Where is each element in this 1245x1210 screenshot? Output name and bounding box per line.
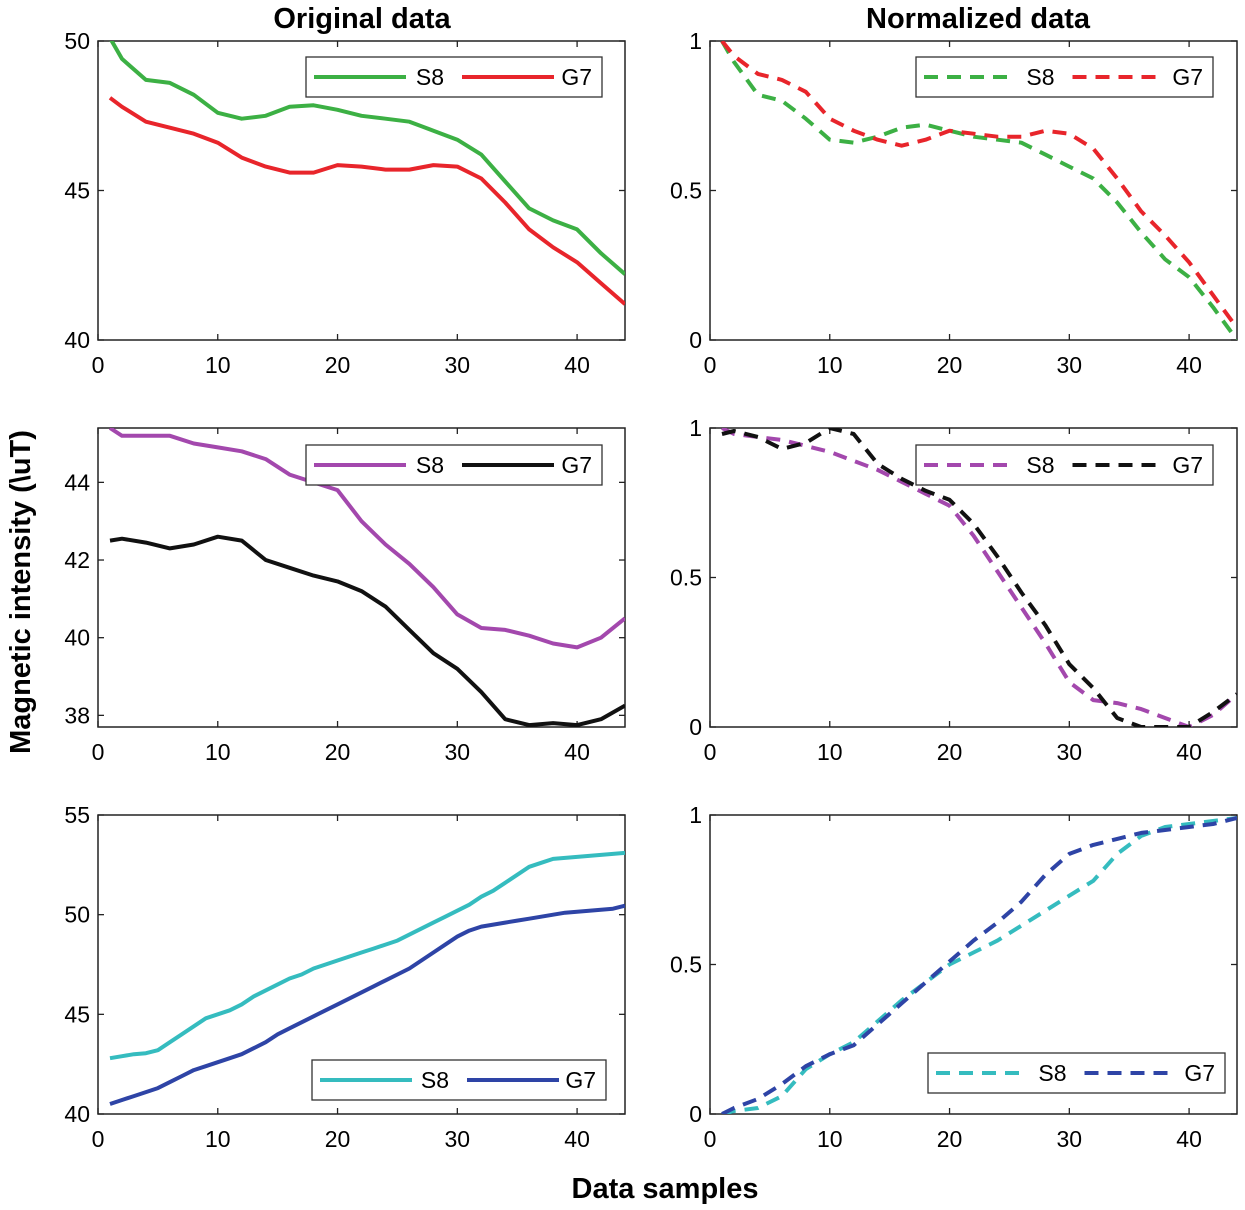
x-tick-label: 10 (817, 1126, 843, 1152)
x-tick-label: 0 (704, 1126, 717, 1152)
x-tick-label: 20 (937, 739, 963, 765)
legend: S8 G7 (311, 1059, 607, 1101)
legend-label-g7: G7 (565, 1067, 596, 1093)
series-line-s8 (109, 41, 625, 276)
series-line-s8 (720, 41, 1237, 340)
x-tick-label: 20 (937, 352, 963, 378)
legend-label-s8: S8 (416, 64, 444, 90)
x-tick-label: 0 (92, 1126, 105, 1152)
legend-label-g7: G7 (561, 452, 592, 478)
panel-bottom-right: 0 10 20 30 40 0 0.5 1 S8 G7 (670, 802, 1238, 1152)
x-tick-label: 30 (445, 739, 471, 765)
legend-label-g7: G7 (1172, 452, 1203, 478)
column-title-original: Original data (273, 3, 451, 35)
series-line-s8 (109, 850, 625, 1061)
x-tick-label: 40 (1176, 1126, 1202, 1152)
x-tick-label: 10 (817, 352, 843, 378)
series-line-g7 (721, 816, 1237, 1114)
x-tick-label: 20 (325, 1126, 351, 1152)
x-tick-label: 40 (564, 352, 590, 378)
legend: S8 G7 (305, 56, 603, 98)
series-line-g7 (721, 428, 1237, 727)
series-line-g7 (720, 41, 1237, 330)
series-line-g7 (109, 534, 625, 727)
legend-label-s8: S8 (421, 1067, 449, 1093)
series-line-g7 (109, 903, 625, 1106)
legend-label-s8: S8 (416, 452, 444, 478)
panel-middle-left: 0 10 20 30 40 38 40 42 44 S8 G7 (64, 427, 626, 765)
legend: S8 G7 (915, 444, 1214, 486)
y-tick-label: 45 (64, 1001, 90, 1027)
y-tick-label: 0 (689, 714, 702, 740)
y-tick-label: 0.5 (670, 178, 702, 204)
y-tick-label: 42 (64, 547, 90, 573)
y-tick-label: 50 (64, 902, 90, 928)
legend-label-g7: G7 (1184, 1060, 1215, 1086)
y-tick-label: 0.5 (670, 952, 702, 978)
legend-label-s8: S8 (1038, 1060, 1066, 1086)
y-tick-label: 1 (689, 28, 702, 54)
x-tick-label: 30 (445, 1126, 471, 1152)
legend-label-g7: G7 (1172, 64, 1203, 90)
legend-label-s8: S8 (1026, 64, 1054, 90)
x-tick-label: 0 (704, 352, 717, 378)
legend-box (915, 444, 1214, 486)
x-tick-label: 10 (205, 739, 231, 765)
legend-label-s8: S8 (1026, 452, 1054, 478)
x-tick-label: 10 (205, 1126, 231, 1152)
x-tick-label: 30 (1057, 352, 1083, 378)
x-tick-label: 0 (704, 739, 717, 765)
y-tick-label: 45 (64, 178, 90, 204)
y-tick-label: 40 (64, 327, 90, 353)
y-tick-label: 1 (689, 802, 702, 828)
series-line-s8 (108, 428, 625, 650)
x-tick-label: 0 (92, 739, 105, 765)
legend-box (915, 56, 1214, 98)
x-axis-label: Data samples (572, 1173, 759, 1205)
y-tick-label: 40 (64, 625, 90, 651)
y-tick-label: 50 (64, 28, 90, 54)
y-tick-label: 55 (64, 802, 90, 828)
y-tick-label: 0 (689, 327, 702, 353)
x-tick-label: 40 (564, 739, 590, 765)
y-tick-label: 44 (64, 469, 90, 495)
x-tick-label: 10 (205, 352, 231, 378)
column-title-normalized: Normalized data (866, 3, 1091, 35)
panel-bottom-left: 0 10 20 30 40 40 45 50 55 S8 G7 (64, 802, 626, 1152)
legend-box (927, 1052, 1226, 1094)
y-tick-label: 1 (689, 415, 702, 441)
series-line-g7 (108, 96, 625, 306)
x-tick-label: 30 (445, 352, 471, 378)
legend-label-g7: G7 (561, 64, 592, 90)
y-tick-label: 38 (64, 702, 90, 728)
panel-middle-right: 0 10 20 30 40 0 0.5 1 S8 G7 (670, 415, 1238, 765)
y-tick-label: 0 (689, 1101, 702, 1127)
y-axis-label: Magnetic intensity (\uT) (5, 430, 37, 754)
legend: S8 G7 (915, 56, 1214, 98)
x-tick-label: 40 (1176, 352, 1202, 378)
y-tick-label: 0.5 (670, 565, 702, 591)
x-tick-label: 10 (817, 739, 843, 765)
x-tick-label: 30 (1057, 739, 1083, 765)
x-tick-label: 40 (564, 1126, 590, 1152)
legend: S8 G7 (927, 1052, 1226, 1094)
x-tick-label: 30 (1057, 1126, 1083, 1152)
panel-top-right: 0 10 20 30 40 0 0.5 1 S8 G7 (670, 28, 1238, 378)
y-tick-label: 40 (64, 1101, 90, 1127)
x-tick-label: 20 (325, 352, 351, 378)
x-tick-label: 20 (325, 739, 351, 765)
x-tick-label: 20 (937, 1126, 963, 1152)
x-tick-label: 0 (92, 352, 105, 378)
series-line-s8 (721, 816, 1237, 1114)
legend: S8 G7 (305, 444, 603, 486)
x-tick-label: 40 (1176, 739, 1202, 765)
panel-top-left: 0 10 20 30 40 40 45 50 S8 G7 (64, 28, 626, 378)
